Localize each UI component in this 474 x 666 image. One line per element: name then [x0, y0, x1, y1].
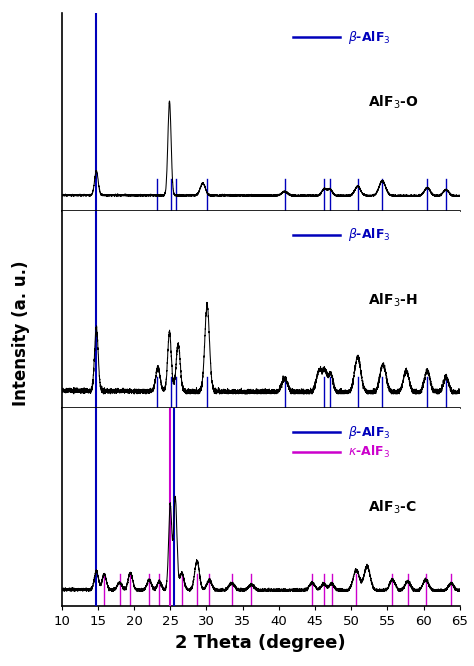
Text: AlF$_3$-C: AlF$_3$-C	[368, 499, 417, 516]
Text: $\beta$-AlF$_3$: $\beta$-AlF$_3$	[348, 424, 391, 441]
Text: AlF$_3$-H: AlF$_3$-H	[368, 291, 418, 308]
Text: $\kappa$-AlF$_3$: $\kappa$-AlF$_3$	[348, 444, 391, 460]
Text: Intensity (a. u.): Intensity (a. u.)	[12, 260, 30, 406]
Text: AlF$_3$-O: AlF$_3$-O	[368, 93, 419, 111]
Text: $\beta$-AlF$_3$: $\beta$-AlF$_3$	[348, 29, 391, 45]
X-axis label: 2 Theta (degree): 2 Theta (degree)	[175, 633, 346, 651]
Text: $\beta$-AlF$_3$: $\beta$-AlF$_3$	[348, 226, 391, 243]
